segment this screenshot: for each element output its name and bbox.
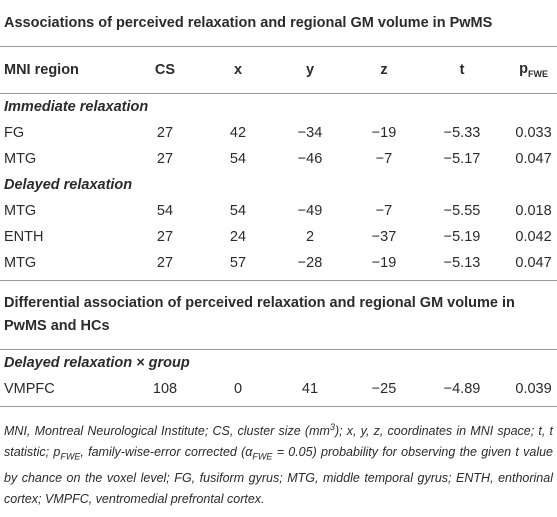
results-table: Associations of perceived relaxation and…: [0, 0, 557, 407]
table-cell: MTG: [0, 250, 120, 281]
table-cell: 57: [210, 250, 266, 281]
data-row: MTG 27 57 −28 −19 −5.13 0.047: [0, 250, 557, 281]
data-row: ENTH 27 24 2 −37 −5.19 0.042: [0, 224, 557, 250]
footnote-sub: FWE: [60, 451, 81, 462]
group-label: Delayed relaxation: [4, 177, 133, 193]
table-cell: −7: [375, 203, 393, 219]
table-cell: 54: [229, 151, 247, 167]
table-cell: MTG: [4, 203, 37, 219]
table-cell: 2: [305, 229, 315, 245]
table-cell: 54: [156, 203, 174, 219]
column-header-subscript: FWE: [527, 68, 548, 79]
table-cell: 24: [229, 229, 247, 245]
table-cell: −19: [354, 250, 414, 281]
footnote-sup: 3: [329, 422, 335, 432]
table-cell: VMPFC: [0, 376, 120, 407]
footnote-text: ); x, y, z, coordinates in MNI space; t,…: [4, 424, 553, 460]
data-row: VMPFC 108 0 41 −25 −4.89 0.039: [0, 376, 557, 407]
data-row: MTG 54 54 −49 −7 −5.55 0.018: [0, 198, 557, 224]
header-row: MNI region CS x y z t pFWE: [0, 46, 557, 94]
group-label: Delayed relaxation × group: [4, 355, 190, 371]
table-cell: −34: [297, 125, 323, 141]
column-header: t: [414, 46, 510, 94]
table-cell: 27: [120, 250, 210, 281]
table-cell: 0.039: [510, 376, 557, 407]
data-row: MTG 27 54 −46 −7 −5.17 0.047: [0, 146, 557, 172]
table-cell: 41: [266, 376, 354, 407]
table-cell: MTG: [4, 151, 37, 167]
section-title: Associations of perceived relaxation and…: [0, 0, 557, 47]
group-row: Delayed relaxation × group: [0, 350, 557, 377]
column-header: MNI region: [0, 46, 120, 94]
section-title-row: Differential association of perceived re…: [0, 280, 557, 350]
table-cell: 54: [229, 203, 247, 219]
table-cell: 0: [210, 376, 266, 407]
column-header: CS: [120, 46, 210, 94]
table-cell: −46: [297, 151, 323, 167]
table-cell: −5.33: [443, 125, 481, 141]
table-cell: 42: [229, 125, 247, 141]
table-cell: ENTH: [4, 229, 44, 245]
group-row: Immediate relaxation: [0, 94, 557, 121]
table-cell: 27: [156, 229, 174, 245]
table-cell: −37: [371, 229, 397, 245]
table-cell: −28: [266, 250, 354, 281]
table-cell: 0.042: [515, 229, 552, 245]
table-cell: −5.13: [414, 250, 510, 281]
column-header-symbol: p: [519, 61, 528, 78]
column-header: z: [354, 46, 414, 94]
table-cell: 0.047: [515, 151, 552, 167]
column-header: x: [210, 46, 266, 94]
footnote-text: = 0.05) probability for observing the gi…: [4, 445, 553, 506]
table-cell: FG: [4, 125, 25, 141]
column-header: y: [266, 46, 354, 94]
table-body: Associations of perceived relaxation and…: [0, 0, 557, 407]
table-cell: −7: [375, 151, 393, 167]
group-label: Immediate relaxation: [4, 99, 149, 115]
section-title: Differential association of perceived re…: [0, 280, 557, 350]
footnote: MNI, Montreal Neurological Institute; CS…: [0, 407, 557, 510]
table-cell: 0.033: [515, 125, 552, 141]
footnote-text: , family-wise-error corrected (α: [80, 445, 253, 460]
table-cell: 108: [120, 376, 210, 407]
column-header: pFWE: [510, 46, 557, 94]
table-cell: 0.047: [510, 250, 557, 281]
table-cell: −49: [297, 203, 323, 219]
group-row: Delayed relaxation: [0, 172, 557, 198]
table-cell: −5.55: [443, 203, 481, 219]
table-cell: 27: [156, 125, 174, 141]
footnote-sub: FWE: [252, 451, 273, 462]
footnote-text: MNI, Montreal Neurological Institute; CS…: [4, 424, 330, 439]
section-title-row: Associations of perceived relaxation and…: [0, 0, 557, 47]
table-cell: 0.018: [515, 203, 552, 219]
table-cell: −5.17: [443, 151, 481, 167]
table-cell: −25: [354, 376, 414, 407]
data-row: FG 27 42 −34 −19 −5.33 0.033: [0, 120, 557, 146]
table-cell: −4.89: [414, 376, 510, 407]
table-cell: −19: [371, 125, 397, 141]
table-cell: 27: [156, 151, 174, 167]
table-cell: −5.19: [443, 229, 481, 245]
